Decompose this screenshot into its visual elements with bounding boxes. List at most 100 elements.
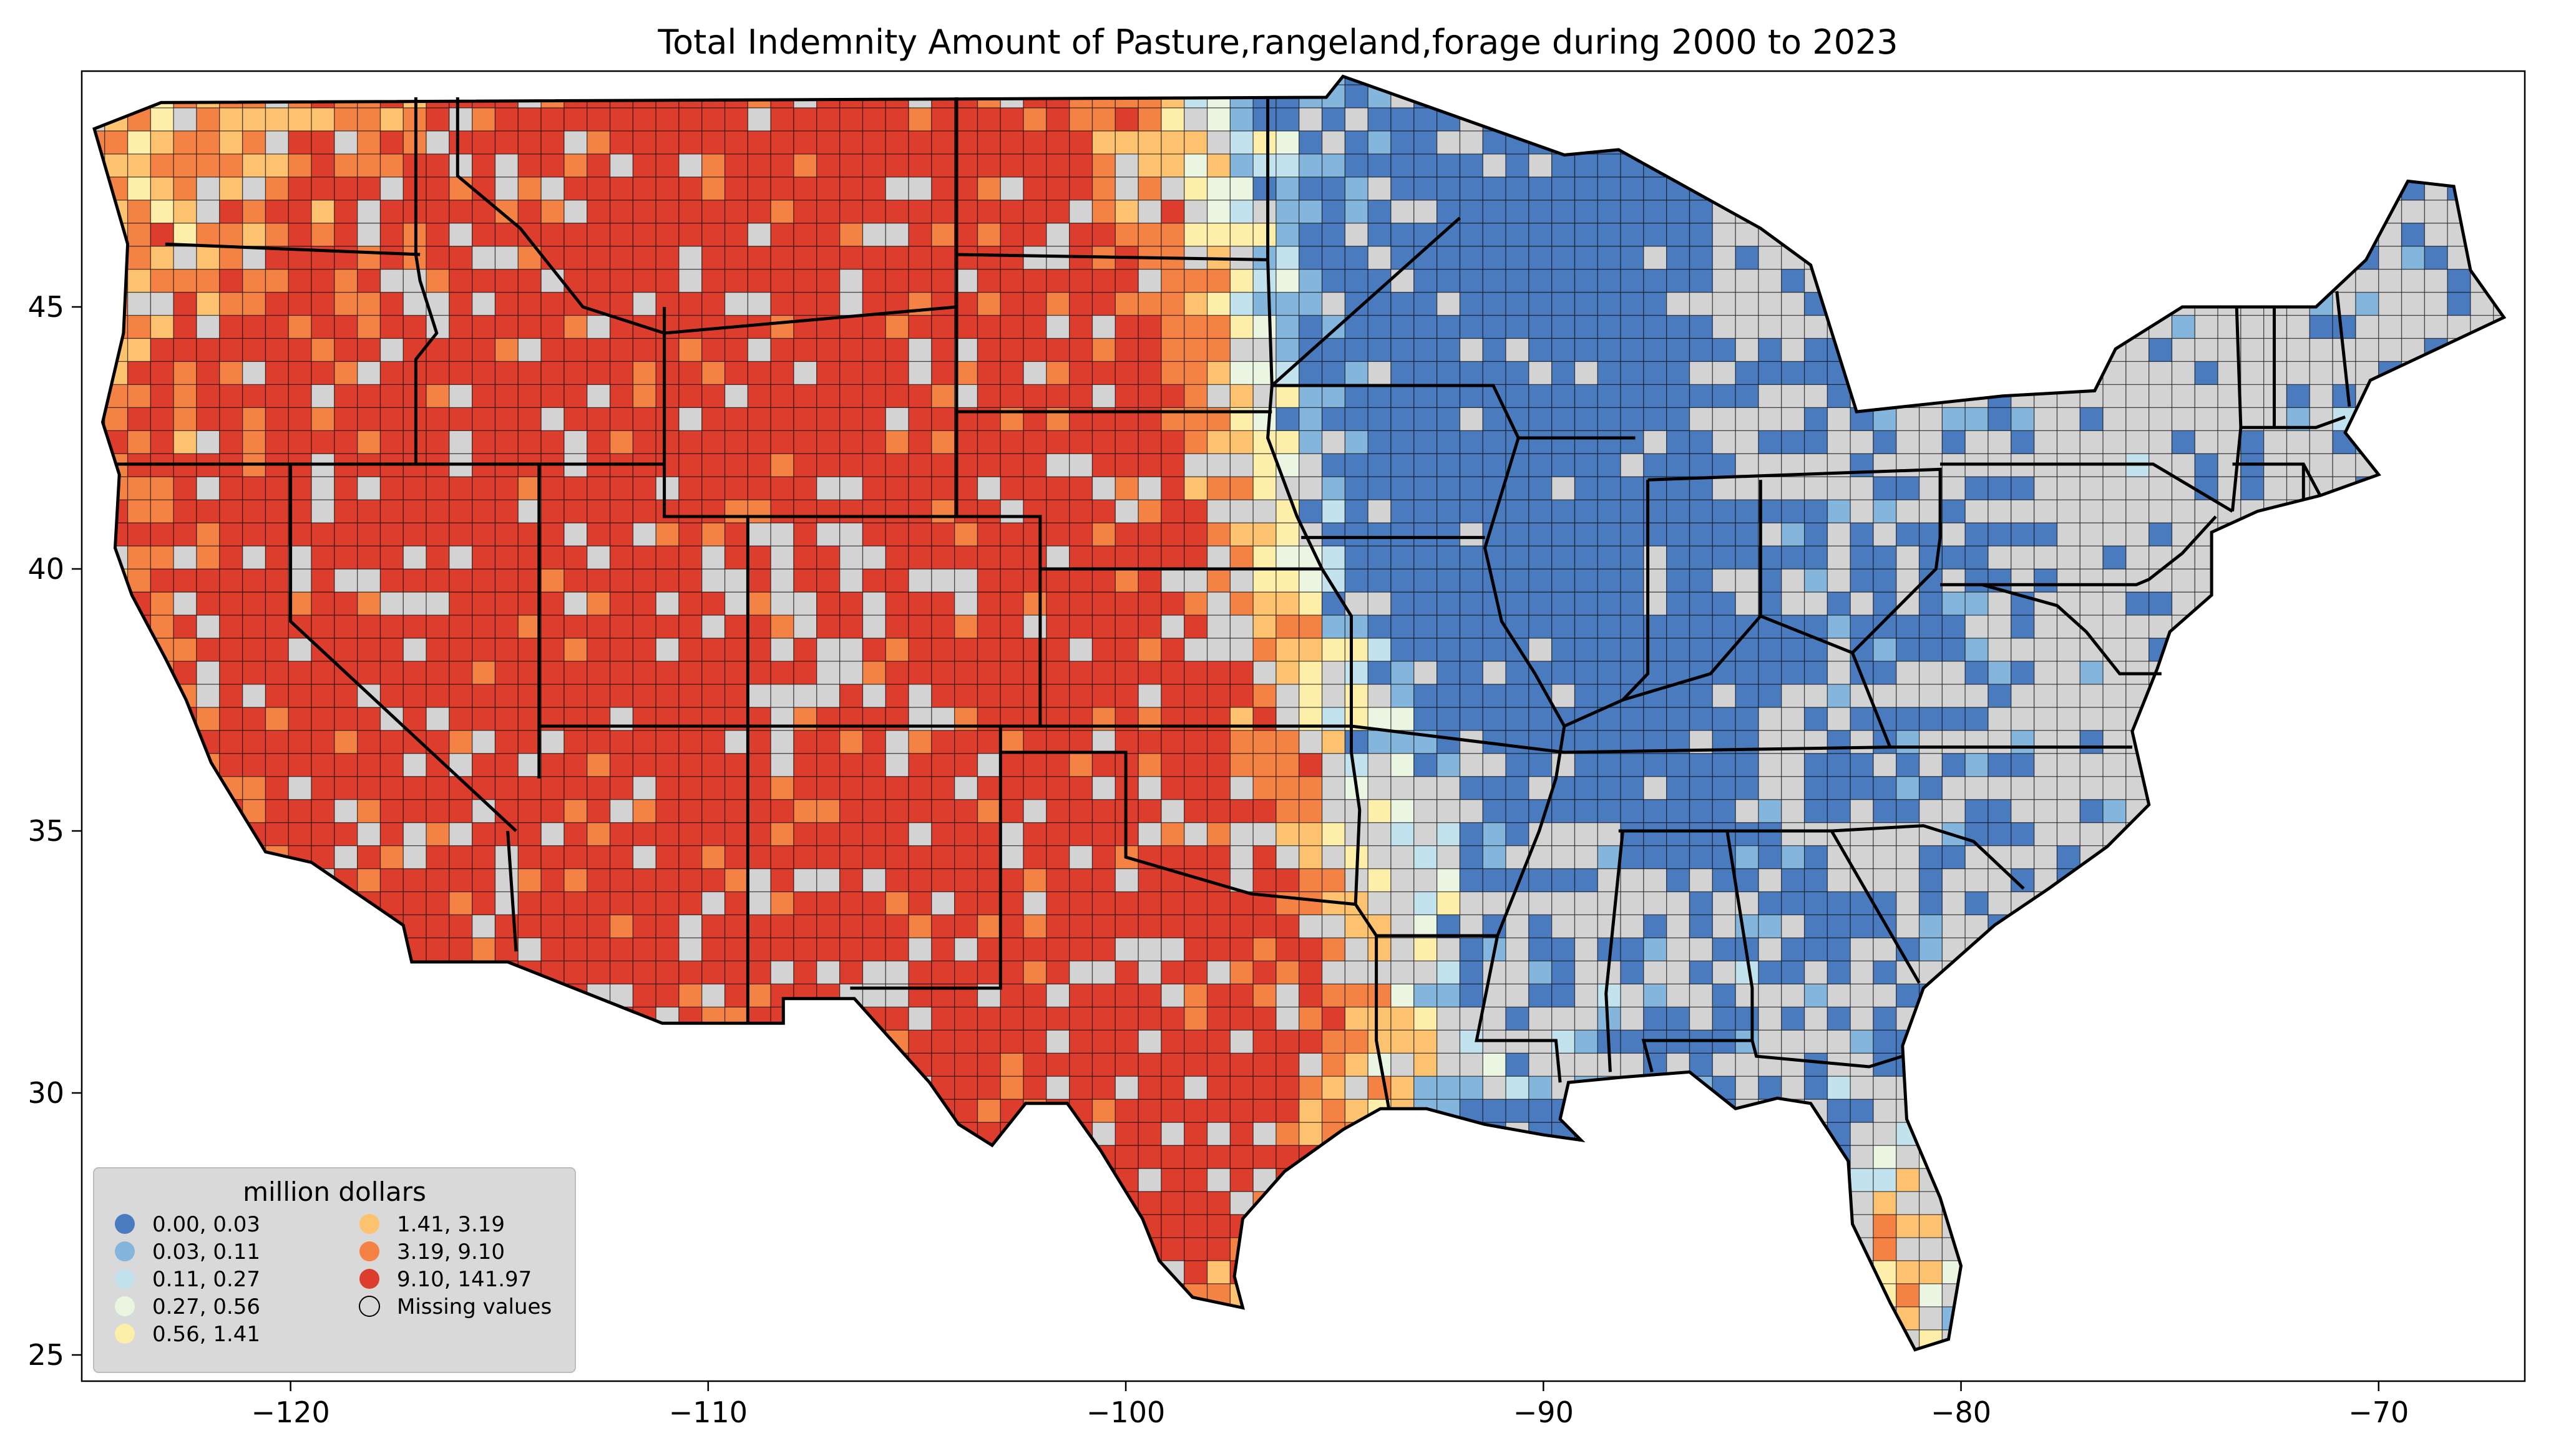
county-cell (1620, 638, 1644, 662)
county-cell (426, 891, 450, 916)
county-cell (1069, 983, 1093, 1007)
county-cell (1184, 199, 1208, 224)
county-cell (1482, 798, 1506, 823)
county-cell (1988, 499, 2012, 523)
county-cell (701, 614, 726, 639)
county-cell (1069, 591, 1093, 616)
county-cell (563, 798, 588, 823)
county-cell (1528, 1099, 1553, 1123)
county-cell (885, 314, 909, 339)
county-cell (1344, 822, 1368, 847)
county-cell (1138, 753, 1162, 777)
county-cell (1091, 960, 1116, 984)
county-cell (1206, 268, 1231, 293)
county-cell (1803, 407, 1828, 431)
county-cell (1574, 868, 1598, 893)
county-cell (1138, 914, 1162, 939)
county-cell (1597, 499, 1621, 523)
county-cell (1574, 268, 1598, 293)
county-cell (104, 407, 129, 431)
county-cell (219, 614, 243, 639)
county-cell (1206, 522, 1231, 546)
county-cell (655, 430, 680, 454)
county-cell (1115, 130, 1139, 155)
county-cell (1367, 730, 1392, 754)
county-cell (311, 775, 335, 800)
county-cell (494, 775, 519, 800)
county-cell (1206, 222, 1231, 247)
county-cell (357, 177, 381, 201)
county-cell (770, 822, 794, 847)
county-cell (311, 614, 335, 639)
county-cell (816, 453, 841, 477)
county-cell (1138, 983, 1162, 1007)
county-cell (655, 199, 680, 224)
county-cell (1069, 430, 1093, 454)
county-cell (954, 545, 978, 570)
county-cell (2034, 476, 2058, 500)
county-cell (1758, 291, 1782, 316)
county-cell (1184, 661, 1208, 685)
county-cell (1437, 177, 1461, 201)
county-cell (1666, 453, 1690, 477)
county-cell (931, 661, 955, 685)
county-cell (1184, 960, 1208, 984)
county-cell (678, 730, 703, 754)
county-cell (1229, 361, 1254, 386)
county-cell (1206, 361, 1231, 386)
county-cell (1643, 222, 1667, 247)
county-cell (1850, 591, 1874, 616)
county-cell (1000, 384, 1024, 408)
county-cell (449, 545, 473, 570)
county-cell (701, 245, 726, 270)
county-cell (334, 153, 358, 178)
county-cell (862, 591, 886, 616)
county-cell (609, 822, 634, 847)
county-cell (1390, 1075, 1415, 1100)
county-cell (1115, 1006, 1139, 1031)
county-cell (1321, 407, 1346, 431)
county-cell (587, 845, 611, 870)
county-cell (1229, 730, 1254, 754)
county-cell (1252, 914, 1277, 939)
county-cell (632, 522, 656, 546)
county-cell (1184, 1260, 1208, 1284)
county-cell (1896, 407, 1920, 431)
county-cell (1735, 661, 1759, 685)
county-cell (2079, 730, 2104, 754)
county-cell (563, 337, 588, 362)
county-cell (379, 591, 404, 616)
county-cell (1528, 868, 1553, 893)
county-cell (587, 361, 611, 386)
county-cell (357, 407, 381, 431)
county-cell (1413, 1075, 1438, 1100)
county-cell (1712, 314, 1736, 339)
county-cell (587, 222, 611, 247)
county-cell (1574, 983, 1598, 1007)
county-cell (1000, 153, 1024, 178)
county-cell (563, 775, 588, 800)
county-cell (1276, 337, 1300, 362)
county-cell (311, 684, 335, 708)
county-cell (1551, 684, 1576, 708)
county-cell (747, 914, 771, 939)
county-cell (1505, 822, 1529, 847)
county-cell (426, 614, 450, 639)
county-cell (1781, 268, 1805, 293)
county-cell (1505, 1006, 1529, 1031)
county-cell (1206, 384, 1231, 408)
county-cell (1643, 177, 1667, 201)
county-cell (449, 268, 473, 293)
county-cell (173, 384, 197, 408)
county-cell (563, 868, 588, 893)
county-cell (1367, 891, 1392, 916)
county-cell (1735, 453, 1759, 477)
county-cell (1574, 177, 1598, 201)
county-cell (1299, 1052, 1323, 1077)
county-cell (1344, 384, 1368, 408)
county-cell (701, 891, 726, 916)
county-cell (1643, 199, 1667, 224)
county-cell (1551, 222, 1576, 247)
county-cell (1344, 153, 1368, 178)
county-cell (563, 499, 588, 523)
